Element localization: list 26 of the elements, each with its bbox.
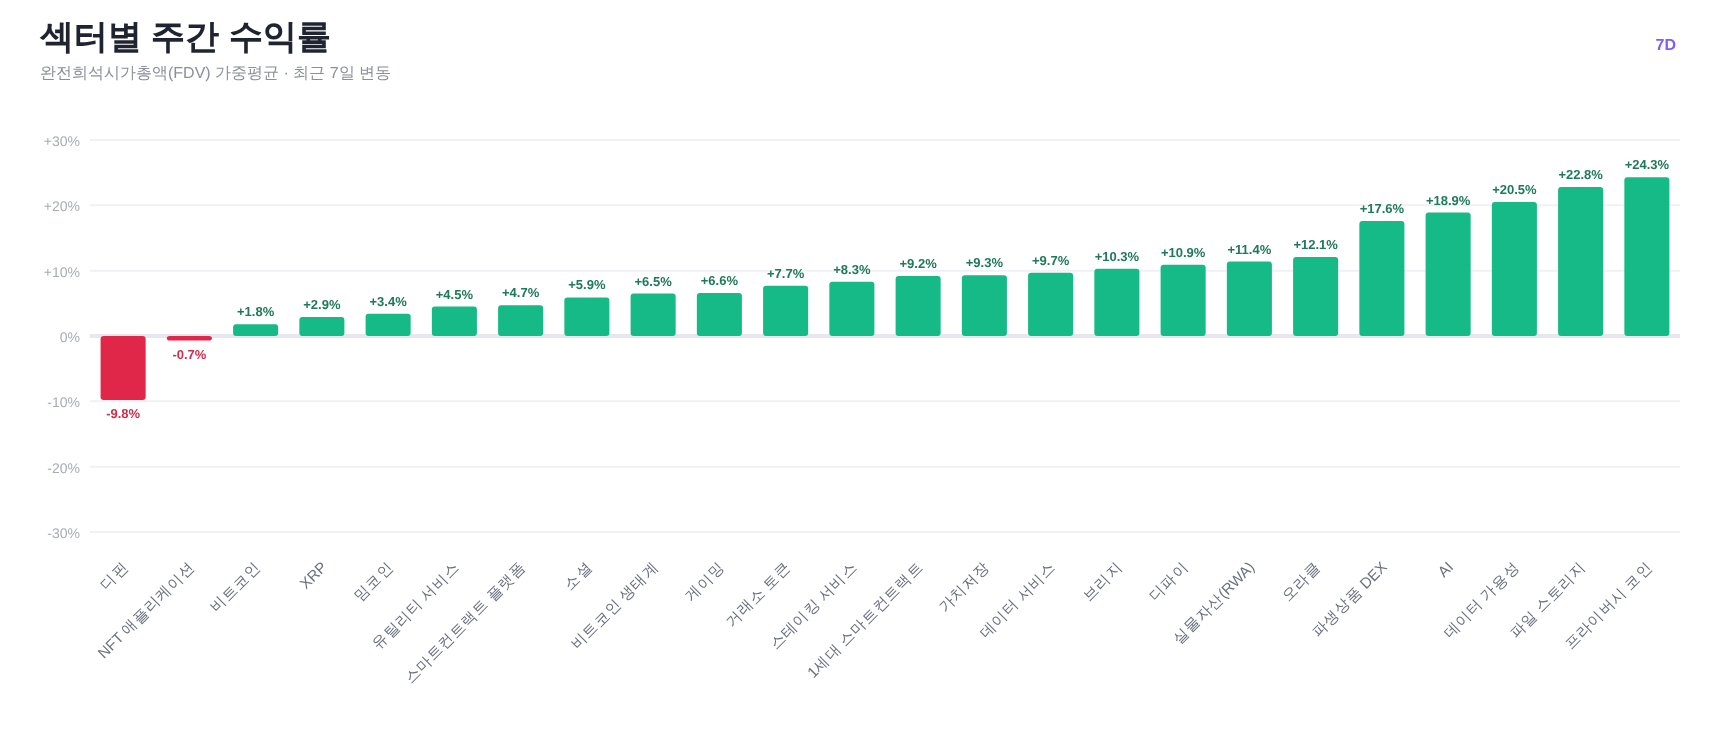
bar (630, 293, 676, 336)
bar (1359, 221, 1405, 336)
bar (696, 292, 742, 336)
bar (961, 275, 1007, 336)
bar (1624, 177, 1670, 336)
bar (100, 336, 146, 401)
bar (1160, 264, 1206, 336)
bar (829, 281, 875, 336)
bar (1226, 261, 1272, 336)
bar (564, 297, 610, 336)
bar (1558, 187, 1604, 336)
bar (233, 324, 279, 336)
text: 7D (1655, 36, 1677, 54)
bar (895, 275, 941, 336)
bar (498, 305, 544, 336)
bar (365, 313, 411, 336)
bar (1491, 202, 1537, 336)
bar (299, 317, 345, 336)
bar (1425, 212, 1471, 336)
bar (1028, 272, 1074, 336)
bar (431, 306, 477, 336)
bar (1094, 268, 1140, 336)
chart-title: 섹터별 주간 수익률 (38, 18, 331, 56)
bar (763, 285, 809, 336)
chart-subtitle: 완전희석시가총액(FDV) 가중평균 · 최근 7일 변동 (40, 64, 392, 82)
bar (1293, 256, 1339, 336)
